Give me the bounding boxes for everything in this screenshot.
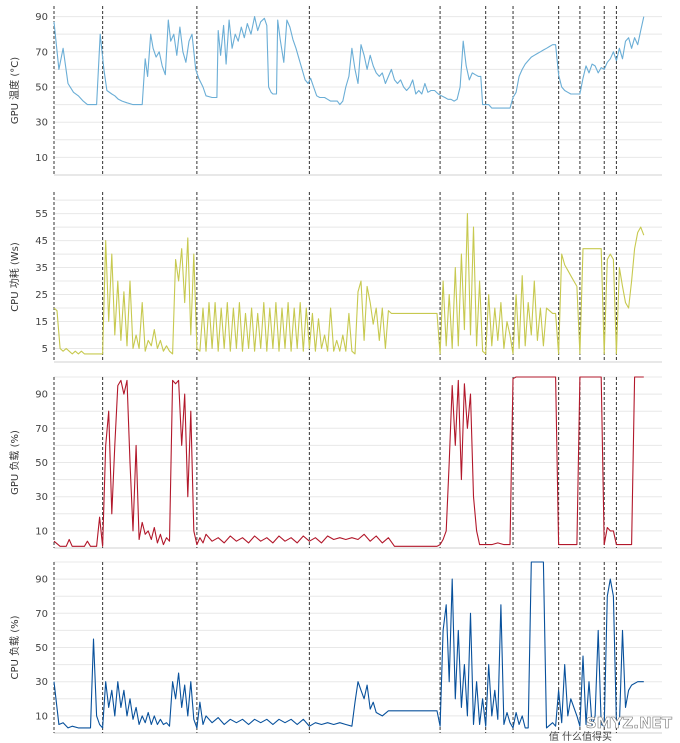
- y-tick-label: 90: [35, 390, 48, 401]
- y-tick-label: 55: [35, 209, 48, 220]
- series-line: [53, 376, 644, 547]
- y-tick-label: 30: [35, 118, 48, 129]
- y-tick-label: 70: [35, 47, 48, 58]
- y-tick-label: 90: [35, 575, 48, 586]
- y-axis-label: GPU 温度 (°C): [8, 57, 21, 124]
- y-tick-label: 70: [35, 609, 48, 620]
- watermark-text: SMYZ.NET: [586, 714, 673, 732]
- y-tick-label: 5: [42, 344, 48, 355]
- chart-panel-4: 10 30 50 70 90 CPU 负载 (%): [8, 561, 662, 734]
- y-tick-label: 70: [35, 424, 48, 435]
- chart-panel-3: 10 30 50 70 90 GPU 负载 (%): [8, 376, 662, 549]
- series-line: [53, 561, 644, 729]
- chart-panel-2: 5 15 25 35 45 55 CPU 功耗 (Ws): [9, 192, 662, 363]
- y-axis-label: CPU 负载 (%): [8, 615, 21, 679]
- y-tick-label: 10: [35, 711, 48, 722]
- y-tick-label: 25: [35, 290, 48, 301]
- y-tick-label: 10: [35, 153, 48, 164]
- y-tick-label: 30: [35, 677, 48, 688]
- chart-panel-1: 10 30 50 70 90 GPU 温度 (°C): [8, 6, 662, 176]
- y-tick-label: 30: [35, 492, 48, 503]
- y-tick-label: 15: [35, 317, 48, 328]
- y-axis-label: GPU 负载 (%): [8, 430, 21, 495]
- watermark-subtext: 值 什么值得买: [549, 730, 612, 743]
- y-tick-label: 10: [35, 526, 48, 537]
- y-tick-label: 45: [35, 236, 48, 247]
- y-tick-label: 50: [35, 458, 48, 469]
- y-tick-label: 90: [35, 12, 48, 23]
- y-tick-label: 50: [35, 82, 48, 93]
- series-line: [53, 213, 645, 355]
- series-line: [53, 16, 645, 109]
- y-tick-label: 50: [35, 643, 48, 654]
- y-tick-label: 35: [35, 263, 48, 274]
- y-axis-label: CPU 功耗 (Ws): [9, 242, 21, 312]
